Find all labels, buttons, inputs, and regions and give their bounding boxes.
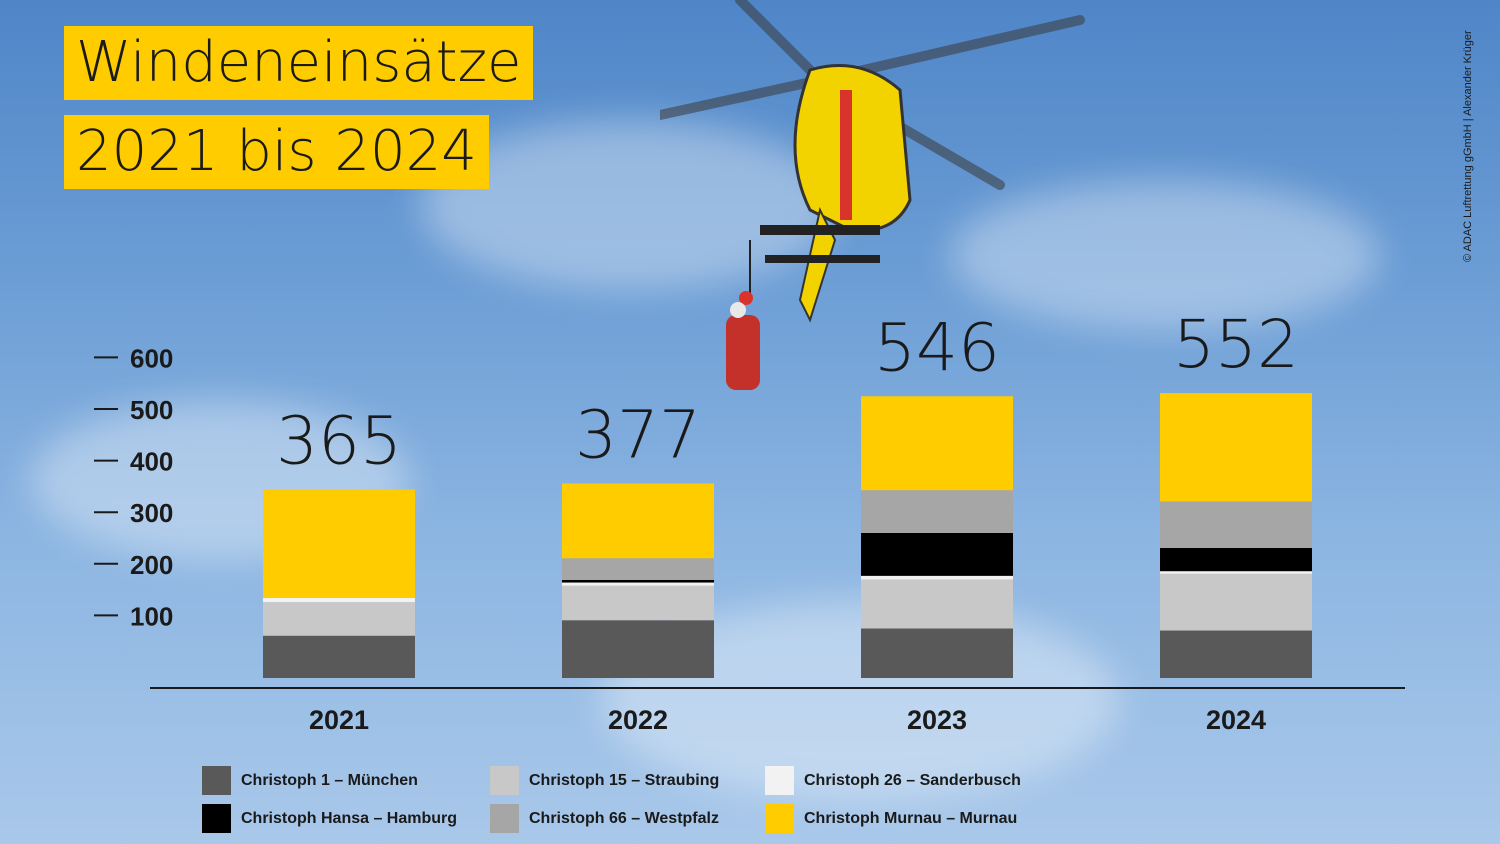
bar-segment-2024-series-5: [1160, 393, 1312, 502]
bar-segment-2024-series-3: [1160, 547, 1312, 572]
y-tick-label: 300: [130, 498, 173, 528]
bar-segment-2023-series-2: [861, 575, 1013, 580]
bar-segment-2023-series-1: [861, 579, 1013, 629]
total-label-2023: 546: [874, 309, 1000, 386]
bar-segment-2024-series-2: [1160, 571, 1312, 574]
helicopter-image: [660, 0, 1085, 390]
bar-segment-2022-series-3: [562, 579, 714, 583]
bar-segment-2024-series-4: [1160, 501, 1312, 548]
bar-segment-2022-series-0: [562, 620, 714, 678]
y-tick-label: 600: [130, 343, 173, 373]
bar-series-group: [263, 393, 1312, 678]
bar-segment-2023-series-4: [861, 490, 1013, 534]
chart-title-line2: 2021 bis 2024: [64, 115, 489, 189]
bar-segment-2024-series-1: [1160, 573, 1312, 631]
bar-segment-2021-series-0: [263, 635, 415, 678]
y-axis: 100 200 300 400 500 600: [94, 343, 173, 631]
bar-segment-2022-series-2: [562, 582, 714, 586]
bar-segment-2022-series-4: [562, 558, 714, 580]
y-tick-label: 100: [130, 601, 173, 631]
total-labels: 365 377 546 552: [276, 306, 1299, 479]
bar-segment-2024-series-0: [1160, 630, 1312, 678]
y-tick-label: 500: [130, 395, 173, 425]
cloud-decoration: [950, 180, 1380, 330]
bar-segment-2023-series-3: [861, 533, 1013, 576]
x-tick-label: 2024: [1206, 705, 1266, 735]
bar-segment-2021-series-2: [263, 598, 415, 603]
bar-segment-2022-series-5: [562, 483, 714, 559]
bar-segment-2021-series-1: [263, 602, 415, 636]
bar-segment-2021-series-5: [263, 489, 415, 599]
y-tick-label: 400: [130, 447, 173, 477]
x-tick-label: 2023: [907, 705, 967, 735]
total-label-2022: 377: [575, 396, 701, 473]
bar-segment-2022-series-1: [562, 585, 714, 621]
x-axis-labels: 2021 2022 2023 2024: [309, 705, 1266, 735]
bar-segment-2023-series-0: [861, 628, 1013, 678]
y-tick-label: 200: [130, 550, 173, 580]
bar-segment-2023-series-5: [861, 396, 1013, 491]
chart-title-line1: Windeneinsätze: [64, 26, 534, 100]
total-label-2021: 365: [276, 403, 402, 480]
x-tick-label: 2021: [309, 705, 369, 735]
x-tick-label: 2022: [608, 705, 668, 735]
total-label-2024: 552: [1173, 306, 1299, 383]
